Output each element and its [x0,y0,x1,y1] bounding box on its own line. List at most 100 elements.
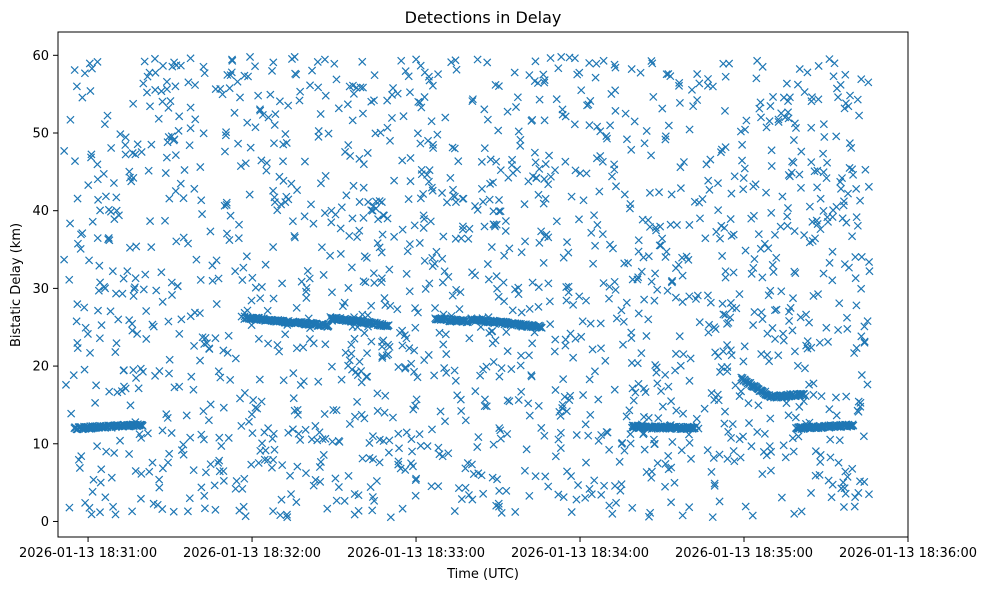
data-point [721,143,730,152]
data-point [330,59,339,68]
x-tick-label: 2026-01-13 18:35:00 [675,546,813,561]
data-point [253,404,262,413]
data-point [703,74,713,84]
data-point [776,222,785,231]
data-point [147,243,156,252]
data-point [843,189,853,198]
data-point [585,375,594,384]
data-point [134,384,143,393]
data-point [788,294,798,303]
data-point [394,362,403,372]
data-point [517,308,526,317]
data-point [789,136,798,145]
data-point [132,242,141,251]
data-point [346,151,355,160]
data-point [288,217,297,226]
data-point [766,286,775,295]
data-point [616,486,625,495]
data-point [239,502,248,511]
data-point [363,372,372,381]
data-point [273,340,282,350]
data-point [525,304,534,313]
data-point [525,411,534,420]
data-point [832,202,841,211]
data-point [730,457,739,466]
data-point [677,446,686,455]
data-point [247,296,256,305]
data-point [359,160,368,169]
data-point [516,361,525,370]
data-point [67,409,76,418]
data-point [293,462,302,471]
data-point [815,338,824,347]
data-point [143,429,152,438]
data-point [788,157,797,166]
data-point [365,438,374,448]
data-point [592,59,601,68]
data-point [370,71,379,80]
data-point [590,476,599,485]
data-point [845,139,854,148]
data-point [344,471,353,480]
data-point [768,260,777,269]
data-point [158,97,167,106]
data-point [559,375,568,384]
data-point [83,329,92,338]
data-point [201,468,210,477]
data-point [679,409,688,418]
data-point [344,283,353,292]
data-point [658,104,667,113]
data-point [846,91,855,100]
data-point [200,504,209,513]
data-point [151,85,160,94]
data-point [393,305,402,314]
data-point [684,255,693,264]
data-point [204,416,213,425]
data-point [269,507,278,516]
data-point [785,93,794,102]
data-point [290,231,299,240]
data-point [227,68,236,77]
data-point [148,458,157,467]
data-point [438,278,447,287]
data-point [496,166,505,175]
data-point [292,70,301,79]
data-point [451,376,460,385]
data-point [721,267,730,276]
data-point [121,141,130,150]
data-point [647,277,656,286]
data-point [598,157,607,166]
data-point [147,140,156,149]
data-point [865,257,874,267]
data-point [337,203,346,212]
data-point [791,413,800,422]
data-point [787,168,796,177]
data-point [483,260,492,269]
data-point [637,267,646,276]
data-point [842,392,851,401]
data-point [200,69,209,78]
data-point [332,406,341,415]
data-point [611,63,620,72]
data-point [729,446,738,456]
data-point [449,191,458,200]
data-point [465,334,474,343]
data-point [388,413,397,422]
data-point [72,82,81,91]
data-point [321,171,330,180]
data-point [758,315,767,324]
data-point [440,267,449,276]
data-point [551,385,560,395]
data-point [774,117,783,127]
data-point [367,301,376,310]
data-point [363,311,372,320]
data-point [738,140,747,149]
chart-title: Detections in Delay [405,8,562,27]
data-point [375,458,384,467]
data-point [151,68,160,77]
data-point [363,148,372,157]
data-point [359,213,368,222]
data-point [436,407,445,416]
data-point [256,294,265,303]
data-point [140,57,149,66]
